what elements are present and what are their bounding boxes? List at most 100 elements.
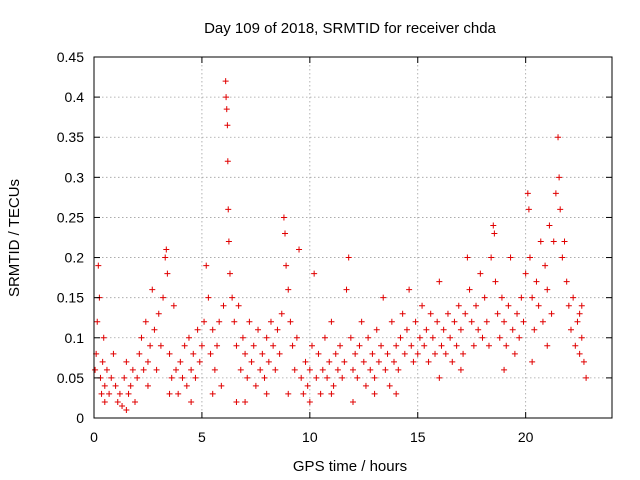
data-point (328, 318, 335, 325)
data-point (438, 342, 445, 349)
data-point (436, 374, 443, 381)
data-point (529, 358, 536, 365)
data-point (123, 358, 130, 365)
data-point (451, 318, 458, 325)
data-point (578, 334, 585, 341)
data-point (185, 334, 192, 341)
data-point (403, 326, 410, 333)
data-point (216, 318, 223, 325)
data-point (188, 366, 195, 373)
data-point (138, 334, 145, 341)
data-point (190, 350, 197, 357)
data-point (449, 358, 456, 365)
data-point (142, 318, 149, 325)
data-point (488, 254, 495, 261)
data-point (317, 390, 324, 397)
data-point (347, 334, 354, 341)
data-point (250, 342, 257, 349)
data-point (583, 374, 590, 381)
data-point (378, 342, 385, 349)
grid (94, 57, 612, 418)
data-point (546, 222, 553, 229)
data-point (308, 342, 315, 349)
data-point (453, 342, 460, 349)
data-point (237, 366, 244, 373)
data-point (214, 342, 221, 349)
data-point (468, 318, 475, 325)
data-point (552, 190, 559, 197)
data-point (298, 374, 305, 381)
data-point (166, 350, 173, 357)
data-point (397, 334, 404, 341)
data-point (406, 286, 413, 293)
data-point (177, 358, 184, 365)
data-point (371, 390, 378, 397)
data-point (164, 270, 171, 277)
data-point (332, 350, 339, 357)
data-point (321, 334, 328, 341)
data-point (414, 350, 421, 357)
data-point (516, 334, 523, 341)
data-point (207, 350, 214, 357)
data-point (144, 358, 151, 365)
data-point (198, 342, 205, 349)
data-point (194, 326, 201, 333)
data-point (110, 350, 117, 357)
data-point (559, 254, 566, 261)
data-point (263, 390, 270, 397)
data-point (127, 382, 134, 389)
x-tick-label: 20 (518, 429, 534, 445)
data-point (393, 342, 400, 349)
data-point (181, 342, 188, 349)
data-point (464, 254, 471, 261)
data-point (410, 358, 417, 365)
data-point (505, 302, 512, 309)
data-point (341, 358, 348, 365)
data-point (229, 294, 236, 301)
data-point (570, 294, 577, 301)
data-point (129, 366, 136, 373)
data-point (561, 238, 568, 245)
data-point (239, 334, 246, 341)
data-point (293, 334, 300, 341)
data-point (382, 366, 389, 373)
data-point (491, 230, 498, 237)
data-point (509, 326, 516, 333)
y-tick-label: 0 (76, 410, 84, 426)
data-point (557, 206, 564, 213)
data-point (311, 270, 318, 277)
data-point (395, 366, 402, 373)
data-point (444, 310, 451, 317)
data-point (100, 334, 107, 341)
data-point (384, 350, 391, 357)
data-point (470, 342, 477, 349)
data-point (436, 278, 443, 285)
data-point (313, 374, 320, 381)
data-point (188, 398, 195, 405)
data-point (462, 310, 469, 317)
data-point (399, 310, 406, 317)
data-point (315, 350, 322, 357)
data-point (503, 342, 510, 349)
chart-title: Day 109 of 2018, SRMTID for receiver chd… (204, 20, 496, 37)
data-point (224, 158, 231, 165)
data-point (116, 390, 123, 397)
data-point (163, 246, 170, 253)
data-point (375, 358, 382, 365)
data-point (572, 342, 579, 349)
data-point (440, 326, 447, 333)
data-point (170, 302, 177, 309)
data-point (354, 374, 361, 381)
data-point (535, 302, 542, 309)
data-point (144, 382, 151, 389)
data-point (121, 374, 128, 381)
data-point (362, 382, 369, 389)
data-point (371, 374, 378, 381)
data-point (574, 318, 581, 325)
data-point (270, 342, 277, 349)
data-point (358, 318, 365, 325)
x-tick-label: 15 (410, 429, 426, 445)
data-point (365, 334, 372, 341)
data-point (157, 342, 164, 349)
data-point (287, 318, 294, 325)
